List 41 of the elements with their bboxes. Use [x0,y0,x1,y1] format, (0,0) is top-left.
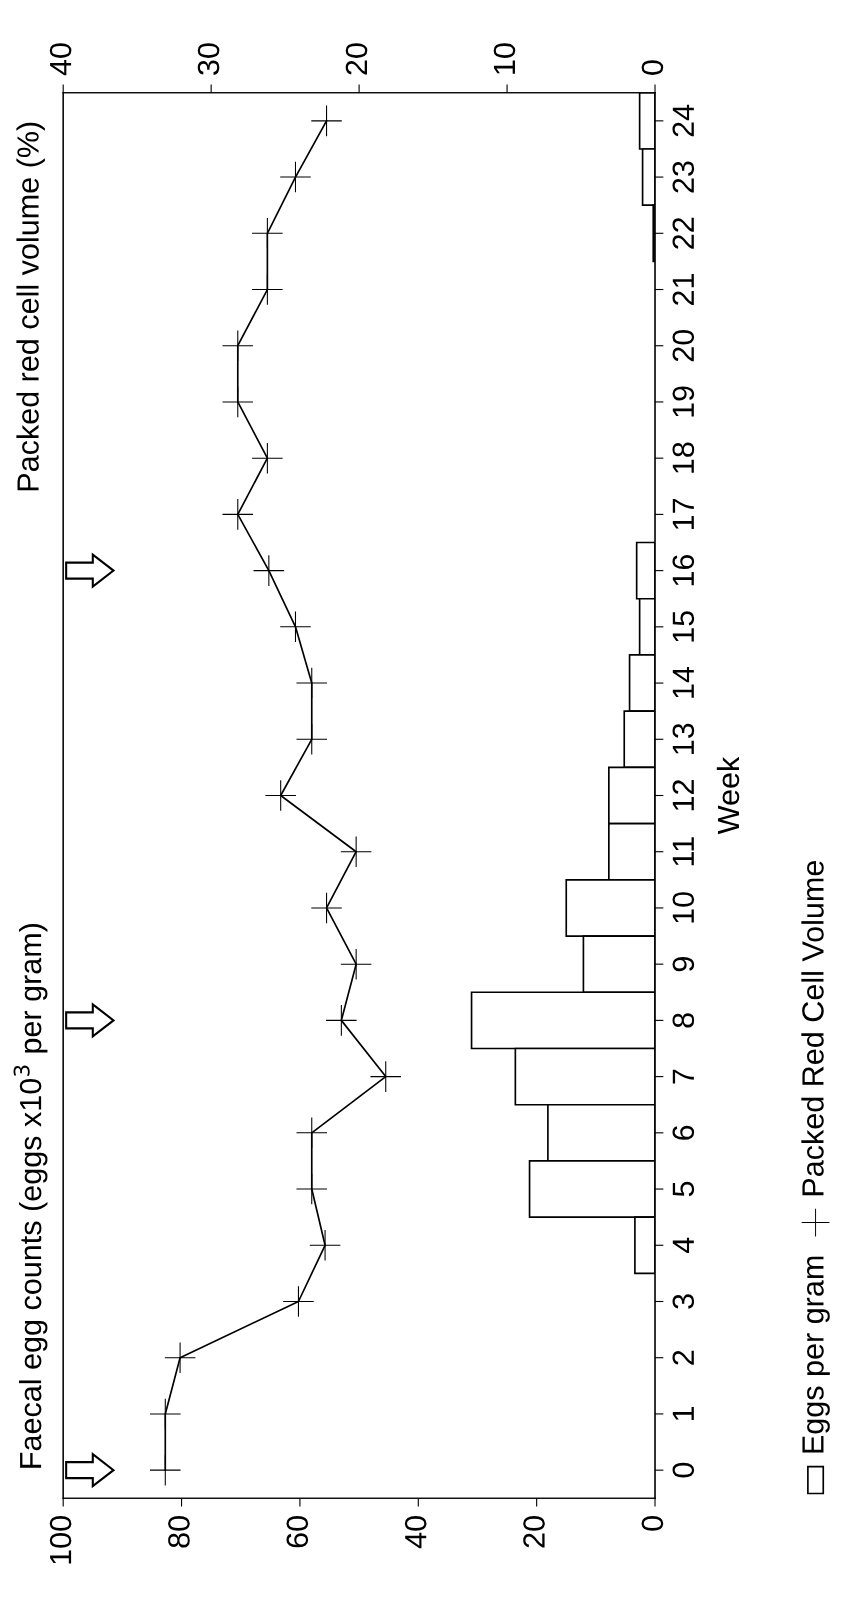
y-tick-label: 9 [672,957,695,972]
y-tick-label: 12 [672,780,694,811]
y-tick-label: 21 [672,274,694,305]
y-tick-label: 6 [672,1125,695,1140]
y-tick-label: 5 [672,1181,695,1197]
y-tick-label: 13 [672,723,695,754]
y-tick-label: 14 [672,666,694,698]
x-tick-label: 60 [286,1516,309,1548]
y-tick-label: 22 [672,217,694,249]
y-tick-label: 11 [672,837,694,866]
y-tick-label: 4 [672,1237,694,1254]
text: Packed red cell volume (%) [16,122,45,491]
y-tick-label: 2 [672,1350,694,1365]
y-tick-label: 0 [672,1462,695,1478]
x-tick-label: 80 [168,1516,190,1548]
y-tick-label: 15 [672,611,695,642]
x-tick-label: 0 [641,1516,664,1531]
y-tick-label: 18 [672,442,695,473]
x2-tick-label: 0 [641,60,664,75]
y-tick-label: 24 [672,104,694,137]
y-tick-label: 20 [672,329,695,362]
text: Faecal egg counts (eggs x10$^{3}$ per gram) [13,924,48,1468]
legend-label: Eggs per gram [802,1256,830,1453]
y-tick-label: 17 [672,498,694,530]
y-tick-label: 16 [672,554,695,586]
y-axis-title: Week [716,756,740,835]
y-tick-label: 23 [672,161,695,193]
x-tick-label: 100 [49,1516,72,1564]
y-tick-label: 8 [672,1013,695,1028]
x2-tick-label: 40 [49,43,72,76]
x2-tick-label: 10 [493,43,516,74]
x2-tick-label: 30 [197,43,220,75]
x2-tick-label: 20 [345,43,368,75]
y-tick-label: 10 [672,892,695,923]
y-tick-label: 3 [672,1294,695,1309]
y-tick-label: 7 [672,1069,694,1084]
y-tick-label: 19 [672,386,695,417]
x-tick-label: 40 [404,1516,427,1549]
x-tick-label: 20 [523,1516,545,1548]
text: Packed Red Cell Volume [801,861,824,1196]
y-tick-label: 1 [672,1406,694,1421]
